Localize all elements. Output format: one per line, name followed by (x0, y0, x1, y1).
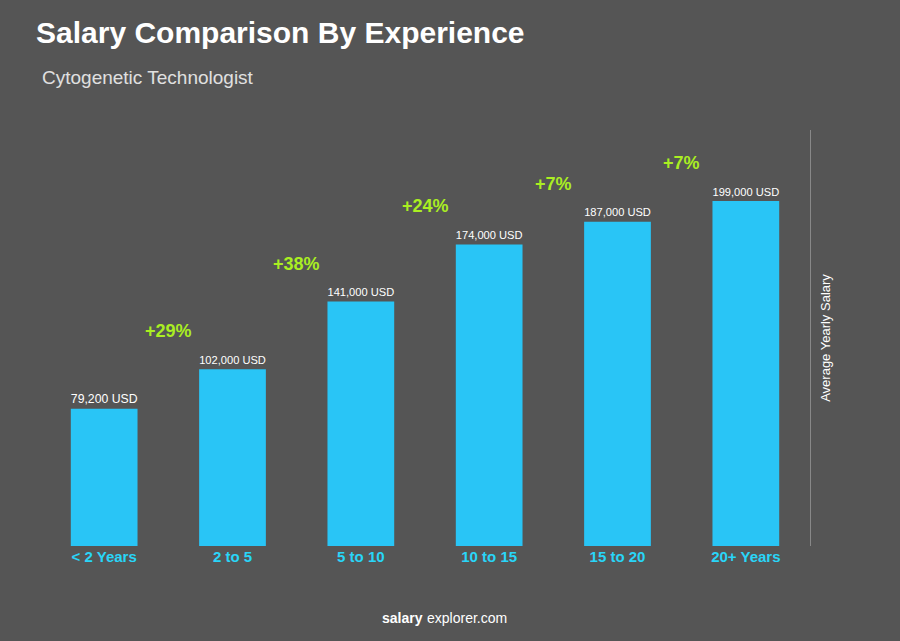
svg-text:187,000 USD: 187,000 USD (584, 206, 651, 218)
svg-text:5 to 10: 5 to 10 (337, 548, 385, 565)
svg-text:+7%: +7% (663, 153, 700, 173)
svg-text:141,000 USD: 141,000 USD (327, 286, 394, 298)
svg-text:10 to 15: 10 to 15 (461, 548, 517, 565)
svg-text:199,000 USD: 199,000 USD (712, 186, 779, 198)
svg-text:Cytogenetic Technologist: Cytogenetic Technologist (42, 67, 254, 88)
svg-text:explorer.com: explorer.com (427, 610, 507, 626)
svg-text:< 2 Years: < 2 Years (72, 548, 137, 565)
svg-text:salary: salary (382, 610, 423, 626)
svg-text:Salary Comparison By Experienc: Salary Comparison By Experience (36, 16, 525, 49)
svg-text:2 to 5: 2 to 5 (213, 548, 252, 565)
svg-text:+7%: +7% (535, 174, 572, 194)
svg-text:79,200 USD: 79,200 USD (71, 392, 138, 406)
svg-text:+38%: +38% (273, 254, 320, 274)
svg-text:20+ Years: 20+ Years (711, 548, 780, 565)
svg-text:Average Yearly Salary: Average Yearly Salary (818, 274, 833, 402)
svg-text:174,000 USD: 174,000 USD (456, 229, 523, 241)
svg-text:102,000 USD: 102,000 USD (199, 354, 266, 366)
svg-text:15 to 20: 15 to 20 (590, 548, 646, 565)
svg-text:+29%: +29% (145, 321, 192, 341)
svg-text:+24%: +24% (402, 196, 449, 216)
